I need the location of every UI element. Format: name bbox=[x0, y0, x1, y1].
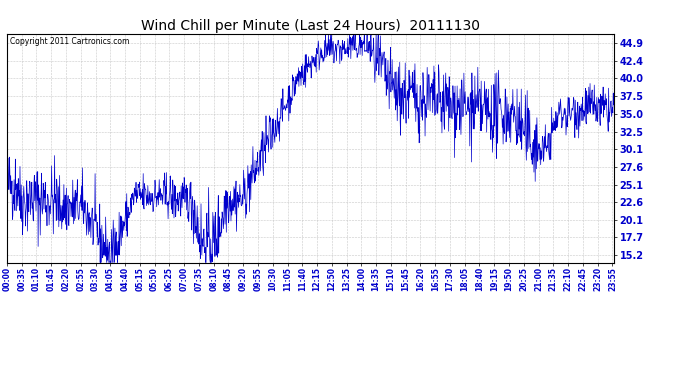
Text: Copyright 2011 Cartronics.com: Copyright 2011 Cartronics.com bbox=[10, 37, 129, 46]
Title: Wind Chill per Minute (Last 24 Hours)  20111130: Wind Chill per Minute (Last 24 Hours) 20… bbox=[141, 19, 480, 33]
